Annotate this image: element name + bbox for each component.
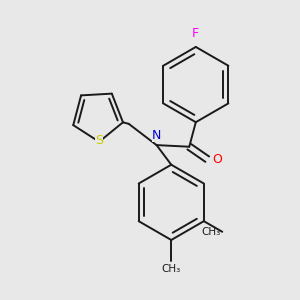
Text: O: O [212, 153, 222, 166]
Text: N: N [152, 129, 161, 142]
Text: CH₃: CH₃ [201, 227, 220, 237]
Text: CH₃: CH₃ [162, 264, 181, 274]
Text: S: S [95, 134, 103, 147]
Text: F: F [192, 27, 200, 40]
